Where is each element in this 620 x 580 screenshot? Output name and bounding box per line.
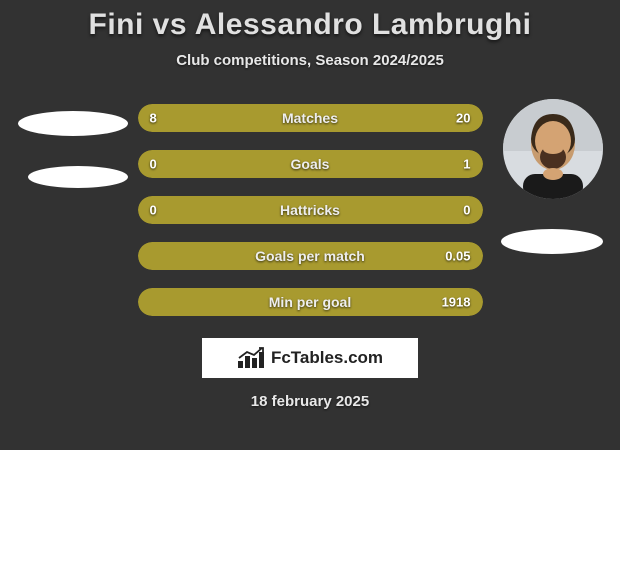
player-right-column	[498, 99, 608, 254]
stat-label: Goals per match	[255, 248, 365, 264]
chart-icon	[237, 347, 265, 369]
page-title: Fini vs Alessandro Lambrughi	[0, 8, 620, 42]
stat-label: Hattricks	[280, 202, 340, 218]
stat-value-right: 0	[463, 203, 470, 218]
player-left-column	[13, 99, 123, 218]
logo-text: FcTables.com	[271, 348, 383, 368]
fctables-logo[interactable]: FcTables.com	[202, 338, 418, 378]
comparison-widget: Fini vs Alessandro Lambrughi Club compet…	[0, 0, 620, 450]
stat-value-left: 8	[150, 111, 157, 126]
lower-white-area	[0, 450, 620, 580]
stat-bar-matches: 8 Matches 20	[138, 104, 483, 132]
player-right-name-placeholder	[501, 229, 603, 254]
player-left-name-placeholder	[28, 166, 128, 188]
stat-bar-goals: 0 Goals 1	[138, 150, 483, 178]
date-text: 18 february 2025	[0, 393, 620, 410]
content-row: 8 Matches 20 0 Goals 1 0 Hattricks 0 Goals per ma…	[0, 99, 620, 316]
stat-value-right: 20	[456, 111, 470, 126]
stat-value-right: 1	[463, 157, 470, 172]
player-left-avatar-placeholder	[18, 111, 128, 136]
subtitle: Club competitions, Season 2024/2025	[0, 52, 620, 69]
stat-bar-min-per-goal: Min per goal 1918	[138, 288, 483, 316]
stat-value-right: 1918	[442, 295, 471, 310]
avatar-icon	[503, 99, 603, 199]
stat-label: Min per goal	[269, 294, 351, 310]
stat-label: Goals	[291, 156, 330, 172]
stat-label: Matches	[282, 110, 338, 126]
stat-bar-goals-per-match: Goals per match 0.05	[138, 242, 483, 270]
stat-value-left: 0	[150, 203, 157, 218]
stat-value-left: 0	[150, 157, 157, 172]
stats-bars: 8 Matches 20 0 Goals 1 0 Hattricks 0 Goals per ma…	[138, 104, 483, 316]
stat-value-right: 0.05	[445, 249, 470, 264]
player-right-avatar	[503, 99, 603, 199]
stat-bar-hattricks: 0 Hattricks 0	[138, 196, 483, 224]
